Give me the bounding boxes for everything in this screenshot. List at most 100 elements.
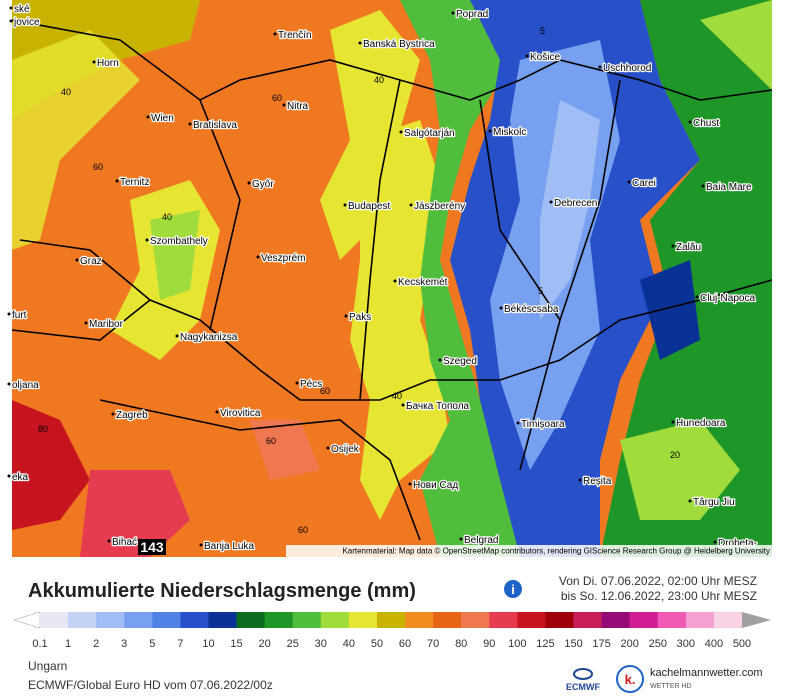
place-label: Бачка Топола bbox=[406, 401, 470, 412]
place-label: oljana bbox=[12, 380, 39, 391]
legend-swatch bbox=[68, 612, 97, 628]
place-dot bbox=[7, 312, 11, 316]
legend-swatch bbox=[96, 612, 125, 628]
place-dot bbox=[598, 65, 602, 69]
place-dot bbox=[344, 314, 348, 318]
place-dot bbox=[438, 358, 442, 362]
place-dot bbox=[247, 181, 251, 185]
place-dot bbox=[393, 279, 397, 283]
place-label: Belgrad bbox=[464, 535, 498, 546]
place-dot bbox=[549, 200, 553, 204]
chart-title: Akkumulierte Niederschlagsmenge (mm) bbox=[28, 580, 416, 602]
place-label: Košice bbox=[530, 52, 560, 63]
legend-swatch bbox=[713, 612, 743, 628]
place-label: Нови Сад bbox=[413, 480, 458, 491]
legend-swatch bbox=[573, 612, 602, 628]
place-dot bbox=[75, 258, 79, 262]
legend-label: 500 bbox=[733, 638, 751, 650]
place-label: Jászberény bbox=[414, 201, 465, 212]
legend-label: 40 bbox=[343, 638, 355, 650]
legend-label: 1 bbox=[65, 638, 71, 650]
legend-label: 7 bbox=[177, 638, 183, 650]
place-label: Szeged bbox=[443, 356, 477, 367]
place-dot bbox=[701, 184, 705, 188]
legend-swatch bbox=[545, 612, 574, 628]
place-dot bbox=[256, 255, 260, 259]
brand-logo[interactable] bbox=[616, 665, 644, 693]
legend-label: 0.1 bbox=[32, 638, 47, 650]
legend-swatch bbox=[124, 612, 153, 628]
place-label: Târgu Jiu bbox=[693, 497, 735, 508]
map-attribution: Kartenmaterial: Map data © OpenStreetMap… bbox=[342, 547, 770, 556]
contour-label: 60 bbox=[272, 93, 282, 103]
place-label: Bihać bbox=[112, 537, 137, 548]
place-dot bbox=[343, 203, 347, 207]
place-dot bbox=[115, 179, 119, 183]
legend-label: 10 bbox=[202, 638, 214, 650]
legend-swatch bbox=[489, 612, 518, 628]
place-dot bbox=[671, 244, 675, 248]
legend-label: 15 bbox=[230, 638, 242, 650]
legend-swatch bbox=[657, 612, 687, 628]
max-label: 143 bbox=[140, 539, 164, 555]
place-dot bbox=[499, 306, 503, 310]
legend-swatch bbox=[264, 612, 294, 628]
place-label: Ternitz bbox=[120, 177, 149, 188]
place-dot bbox=[401, 403, 405, 407]
brand-sub: WETTER HD bbox=[650, 683, 692, 690]
place-dot bbox=[695, 295, 699, 299]
info-icon[interactable] bbox=[504, 580, 522, 598]
region: Ungarn bbox=[28, 659, 67, 673]
place-label: Hunedoara bbox=[676, 418, 726, 429]
legend-swatch bbox=[461, 612, 490, 628]
place-label: Trenčín bbox=[278, 30, 312, 41]
legend-label: 5 bbox=[149, 638, 155, 650]
ecmwf-label: ECMWF bbox=[566, 682, 600, 692]
contour-label: 40 bbox=[162, 212, 172, 222]
place-dot bbox=[295, 381, 299, 385]
legend-swatch bbox=[629, 612, 659, 628]
place-label: Zagreb bbox=[116, 410, 148, 421]
legend-label: 30 bbox=[315, 638, 327, 650]
place-dot bbox=[488, 129, 492, 133]
place-dot bbox=[326, 446, 330, 450]
legend-swatch bbox=[208, 612, 237, 628]
legend-swatch bbox=[376, 612, 406, 628]
place-dot bbox=[146, 115, 150, 119]
contour-label: 5 bbox=[538, 286, 543, 296]
period-from: Von Di. 07.06.2022, 02:00 Uhr MESZ bbox=[559, 574, 757, 588]
place-label: Horn bbox=[97, 58, 119, 69]
place-label: Szombathely bbox=[150, 236, 208, 247]
legend-swatch bbox=[348, 612, 378, 628]
legend-label: 125 bbox=[536, 638, 554, 650]
legend-label: 3 bbox=[121, 638, 127, 650]
legend-label: 150 bbox=[564, 638, 582, 650]
place-label: Chust bbox=[693, 118, 719, 129]
contour-label: 60 bbox=[93, 162, 103, 172]
place-label: Győr bbox=[252, 179, 274, 190]
place-dot bbox=[451, 11, 455, 15]
place-label: eka bbox=[12, 472, 29, 483]
legend-label: 250 bbox=[649, 638, 667, 650]
place-label: Cluj-Napoca bbox=[700, 293, 755, 304]
place-label: Virovitica bbox=[220, 408, 261, 419]
legend-swatch bbox=[405, 612, 434, 628]
place-dot bbox=[9, 19, 13, 23]
place-label: Banská Bystrica bbox=[363, 39, 435, 50]
place-label: Timișoara bbox=[521, 419, 565, 430]
legend-label: 300 bbox=[677, 638, 695, 650]
place-dot bbox=[145, 238, 149, 242]
legend-swatch bbox=[180, 612, 209, 628]
contour-label: 60 bbox=[320, 386, 330, 396]
place-dot bbox=[409, 203, 413, 207]
place-label: jovice bbox=[13, 17, 40, 28]
place-label: Salgótarján bbox=[404, 128, 455, 139]
place-dot bbox=[7, 382, 11, 386]
period-to: bis So. 12.06.2022, 23:00 Uhr MESZ bbox=[561, 589, 757, 603]
place-dot bbox=[199, 543, 203, 547]
place-label: Carei bbox=[632, 178, 656, 189]
place-dot bbox=[282, 103, 286, 107]
place-dot bbox=[408, 482, 412, 486]
place-dot bbox=[7, 474, 11, 478]
legend-label: 175 bbox=[592, 638, 610, 650]
